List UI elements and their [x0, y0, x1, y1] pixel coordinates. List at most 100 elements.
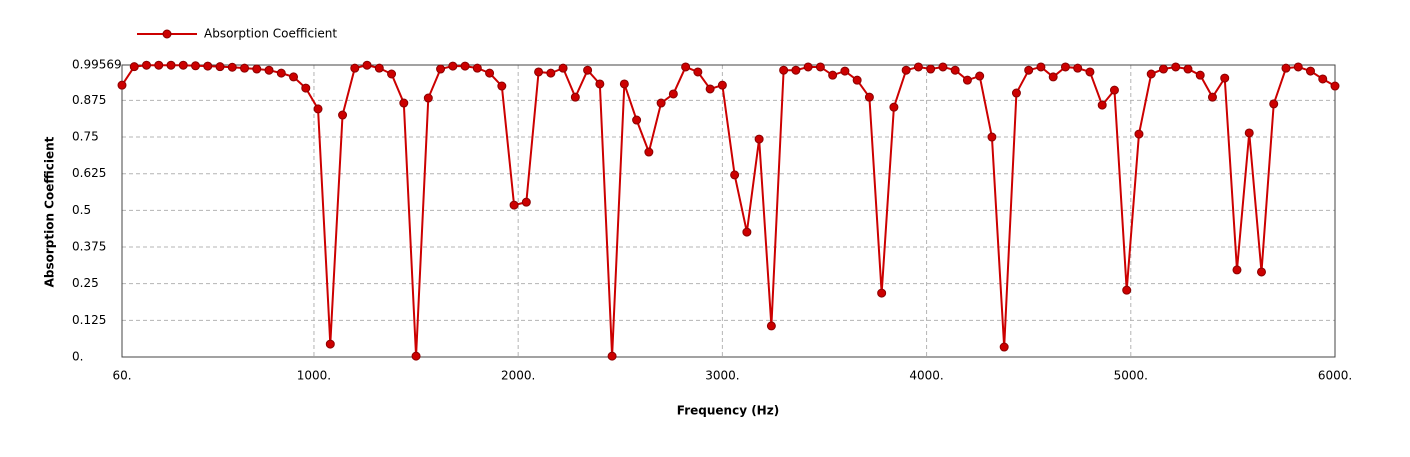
data-point: [632, 115, 642, 125]
data-point: [1183, 64, 1193, 74]
data-point: [1269, 99, 1279, 109]
data-point: [717, 80, 727, 90]
data-point: [252, 64, 262, 74]
data-point: [276, 68, 286, 78]
data-point: [301, 83, 311, 93]
data-point: [1305, 66, 1315, 76]
data-point: [485, 68, 495, 78]
data-point: [1207, 92, 1217, 102]
data-point: [423, 93, 433, 103]
data-point: [1097, 100, 1107, 110]
data-point: [705, 84, 715, 94]
data-point: [791, 65, 801, 75]
data-point: [1024, 65, 1034, 75]
data-point: [129, 62, 139, 72]
data-point: [901, 65, 911, 75]
x-tick-label: 4000.: [909, 369, 943, 383]
data-point: [460, 61, 470, 71]
y-tick-label: 0.99569: [72, 58, 122, 72]
y-tick-label: 0.125: [72, 313, 106, 327]
data-point: [1220, 73, 1230, 83]
data-point: [864, 92, 874, 102]
y-tick-label: 0.75: [72, 130, 99, 144]
data-point: [1330, 81, 1340, 91]
data-point: [338, 110, 348, 120]
y-tick-label: 0.875: [72, 93, 106, 107]
data-point: [178, 60, 188, 70]
y-tick-label: 0.25: [72, 276, 99, 290]
data-point: [1171, 62, 1181, 72]
data-point: [779, 65, 789, 75]
data-point: [975, 71, 985, 81]
data-point: [558, 63, 568, 73]
data-point: [191, 61, 201, 71]
data-point: [154, 60, 164, 70]
data-point: [962, 75, 972, 85]
data-point: [350, 63, 360, 73]
data-point: [730, 170, 740, 180]
x-tick-label: 60.: [112, 369, 131, 383]
data-point: [215, 62, 225, 72]
data-point: [656, 98, 666, 108]
data-point: [583, 65, 593, 75]
data-point: [999, 342, 1009, 352]
data-point: [1122, 285, 1132, 295]
data-point: [289, 72, 299, 82]
data-point: [754, 134, 764, 144]
data-point: [913, 62, 923, 72]
plot-frame: [121, 64, 1336, 358]
data-point: [1244, 128, 1254, 138]
data-point: [1318, 74, 1328, 84]
legend-marker: [162, 29, 172, 39]
data-point: [534, 67, 544, 77]
data-point: [387, 69, 397, 79]
data-point: [644, 147, 654, 157]
data-point: [1109, 85, 1119, 95]
data-point: [926, 64, 936, 74]
x-tick-label: 2000.: [501, 369, 535, 383]
data-point: [1073, 63, 1083, 73]
data-point: [142, 60, 152, 70]
x-tick-label: 5000.: [1114, 369, 1148, 383]
data-point: [1146, 69, 1156, 79]
data-point: [1256, 267, 1266, 277]
data-point: [668, 89, 678, 99]
x-axis-title: Frequency (Hz): [677, 404, 779, 418]
data-point: [681, 62, 691, 72]
data-point: [166, 60, 176, 70]
data-point: [1036, 62, 1046, 72]
data-point: [1048, 72, 1058, 82]
data-point: [497, 81, 507, 91]
x-tick-label: 6000.: [1318, 369, 1352, 383]
data-point: [374, 63, 384, 73]
data-point: [607, 351, 617, 361]
data-point: [889, 102, 899, 112]
x-tick-label: 3000.: [705, 369, 739, 383]
data-point: [595, 79, 605, 89]
data-point: [325, 339, 335, 349]
y-tick-label: 0.: [72, 350, 83, 364]
legend-label: Absorption Coefficient: [204, 27, 337, 41]
data-point: [227, 62, 237, 72]
data-point: [1195, 70, 1205, 80]
data-point: [1011, 88, 1021, 98]
y-axis-title: Absorption Coefficient: [43, 136, 57, 287]
data-point: [987, 132, 997, 142]
data-point: [546, 68, 556, 78]
data-point: [877, 288, 887, 298]
data-point: [1085, 67, 1095, 77]
data-point: [264, 65, 274, 75]
data-point: [1158, 64, 1168, 74]
data-point: [693, 67, 703, 77]
data-point: [852, 75, 862, 85]
data-point: [938, 62, 948, 72]
data-point: [509, 200, 519, 210]
data-point: [240, 63, 250, 73]
data-point: [1281, 63, 1291, 73]
data-point: [742, 227, 752, 237]
data-point: [448, 61, 458, 71]
data-point: [521, 197, 531, 207]
y-tick-label: 0.375: [72, 240, 106, 254]
data-point: [1060, 62, 1070, 72]
